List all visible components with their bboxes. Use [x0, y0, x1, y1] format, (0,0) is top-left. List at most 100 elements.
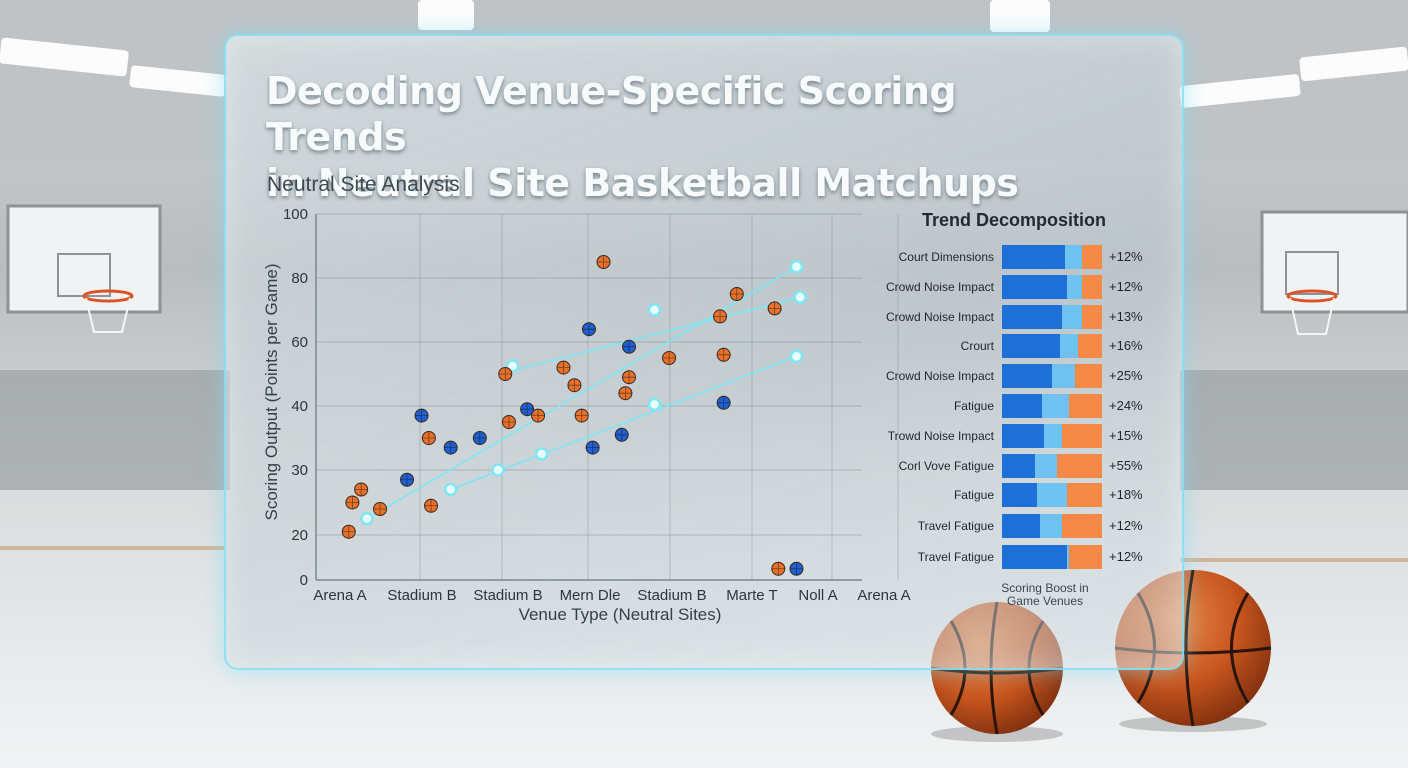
x-axis-label: Venue Type (Neutral Sites)	[519, 605, 722, 624]
y-tick-label: 100	[283, 206, 308, 223]
trend-row-label: Travel Fatigue	[917, 519, 994, 533]
trend-row-label: Corl Vove Fatigue	[898, 459, 994, 473]
trend-row: Fatigue +18%	[880, 482, 1150, 508]
point-seam	[713, 309, 727, 323]
point-seam	[520, 402, 534, 416]
y-tick-label: 30	[291, 462, 308, 479]
trend-row-label: Trowd Noise Impact	[887, 429, 994, 443]
trend-row-bar	[1002, 364, 1102, 388]
trend-row-value: +24%	[1109, 398, 1143, 413]
trend-row-label: Crowd Noise Impact	[885, 280, 994, 294]
point-seam	[473, 431, 487, 445]
point-seam	[582, 322, 596, 336]
court-lines	[0, 546, 1408, 562]
point-seam	[373, 502, 387, 516]
left-hoop-icon	[6, 204, 162, 333]
point-seam	[789, 562, 803, 576]
trend-row-bar	[1002, 545, 1102, 569]
trend-row-value: +16%	[1109, 338, 1143, 353]
trend-row-value: +12%	[1109, 518, 1143, 533]
trend-row: Trowd Noise Impact +15%	[880, 423, 1150, 449]
trend-row-label: Crowd Noise Impact	[885, 310, 994, 324]
chart-subtitle: Neutral Site Analysis	[267, 173, 460, 196]
point-seam	[345, 496, 359, 509]
x-tick-label: Stadium B	[387, 587, 456, 604]
point-seam	[415, 409, 429, 423]
trend-row-value: +18%	[1109, 487, 1143, 502]
x-tick-label: Noll A	[798, 587, 837, 604]
trend-row-bar	[1002, 394, 1102, 418]
point-seam	[557, 361, 571, 375]
trend-row-value: +25%	[1109, 368, 1143, 383]
y-tick-label: 40	[291, 398, 308, 415]
y-axis-label: Scoring Output (Points per Game)	[262, 263, 281, 520]
trend-row-bar	[1002, 454, 1102, 478]
point-seam	[717, 348, 731, 362]
trend-marker	[793, 290, 807, 304]
y-tick-label: 20	[291, 527, 308, 544]
trend-line	[450, 355, 797, 491]
trend-row-bar	[1002, 424, 1102, 448]
point-seam	[597, 255, 611, 269]
point-seam	[531, 409, 545, 423]
point-seam	[575, 409, 589, 423]
trend-row-bar	[1002, 334, 1102, 358]
point-seam	[622, 340, 636, 354]
trend-row-bar	[1002, 514, 1102, 538]
trend-row: Travel Fatigue +12%	[880, 544, 1150, 570]
trend-marker	[534, 447, 549, 461]
trend-title: Trend Decomposition	[922, 210, 1107, 230]
trend-row-label: Fatigue	[953, 488, 994, 502]
x-tick-label: Stadium B	[473, 587, 542, 604]
trend-row: Crowd Noise Impact +13%	[880, 304, 1150, 330]
title-line-2: in Neutral Site Basketball Matchups	[266, 161, 1019, 205]
x-tick-label: Arena A	[313, 587, 366, 604]
trend-line	[366, 266, 797, 520]
trend-row-label: Fatigue	[953, 399, 994, 413]
trend-line	[512, 296, 801, 372]
trend-row-value: +13%	[1109, 309, 1143, 324]
point-seam	[771, 562, 785, 576]
y-tick-label: 60	[291, 334, 308, 351]
point-seam	[400, 473, 414, 487]
chart-title: Decoding Venue-Specific Scoring Trends i…	[266, 68, 1066, 206]
trend-row: Crowd Noise Impact +25%	[880, 363, 1150, 389]
point-seam	[567, 378, 581, 392]
point-seam	[586, 441, 600, 455]
x-tick-label: Arena A	[857, 587, 910, 604]
point-seam	[342, 525, 356, 539]
x-tick-label: Mern Dle	[560, 587, 621, 604]
trend-footer: Scoring Boost in Game Venues	[1001, 581, 1089, 608]
trend-row-value: +12%	[1109, 549, 1143, 564]
point-seam	[730, 287, 744, 301]
trend-row: Travel Fatigue +12%	[880, 513, 1150, 539]
trend-row-value: +55%	[1109, 458, 1143, 473]
right-hoop-icon	[1260, 210, 1408, 335]
y-tick-label: 0	[300, 572, 308, 589]
trend-row-value: +15%	[1109, 428, 1143, 443]
point-seam	[615, 428, 629, 442]
trend-row: Crowd Noise Impact +12%	[880, 274, 1150, 300]
trend-marker	[647, 303, 662, 317]
title-line-1: Decoding Venue-Specific Scoring Trends	[266, 69, 957, 159]
point-seam	[444, 441, 458, 455]
trend-row-bar	[1002, 483, 1102, 507]
trend-row: Corl Vove Fatigue +55%	[880, 453, 1150, 479]
point-seam	[717, 396, 731, 410]
trend-row: Fatigue +24%	[880, 393, 1150, 419]
x-tick-label: Marte T	[726, 587, 777, 604]
y-tick-label: 80	[291, 270, 308, 287]
right-bleachers	[1180, 370, 1408, 490]
trend-marker	[789, 349, 804, 364]
trend-row-label: Crourt	[960, 339, 994, 353]
point-seam	[662, 351, 676, 365]
trend-row-label: Crowd Noise Impact	[885, 369, 994, 383]
point-seam	[502, 415, 516, 429]
trend-row: Court Dimensions +12%	[880, 244, 1150, 270]
point-seam	[422, 431, 436, 445]
point-seam	[618, 386, 632, 400]
trend-marker	[443, 482, 458, 497]
ceiling-lights	[0, 0, 1408, 108]
trend-row: Crourt +16%	[880, 333, 1150, 359]
x-tick-label: Stadium B	[637, 587, 706, 604]
